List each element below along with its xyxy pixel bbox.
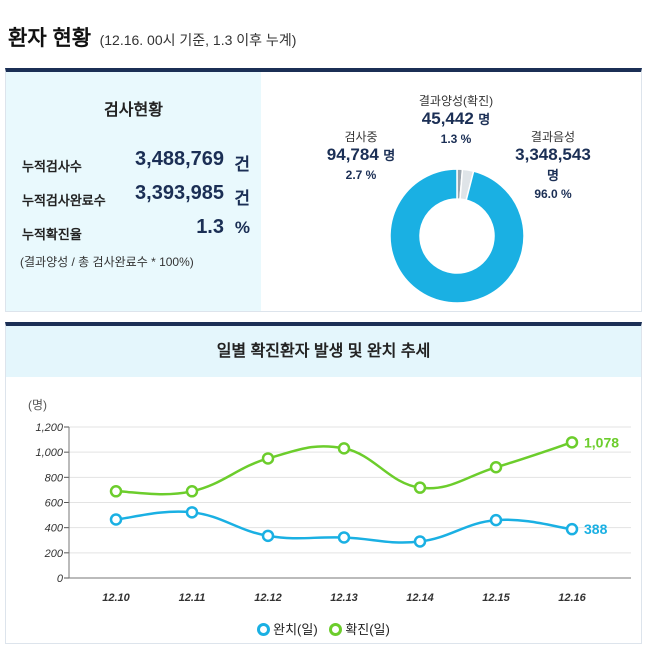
legend-label: 완치(일)	[273, 622, 318, 637]
donut-label-testing: 검사중 94,784 명 2.7 %	[306, 128, 416, 182]
legend-marker-icon	[329, 623, 343, 636]
legend-marker-icon	[257, 623, 271, 636]
page-subtitle: (12.16. 00시 기준, 1.3 이후 누계)	[99, 32, 297, 48]
row-label: 누적검사완료수	[22, 193, 106, 208]
row-value: 1.3	[196, 216, 224, 238]
segment-name: 결과음성	[530, 130, 576, 144]
data-point	[109, 513, 123, 526]
test-status-panel: 검사현황 누적검사수 3,488,769 건 누적검사완료수 3,393,985…	[5, 68, 642, 312]
page-header: 환자 현황 (12.16. 00시 기준, 1.3 이후 누계)	[8, 22, 296, 58]
page-title: 환자 현황	[8, 27, 92, 50]
data-point	[261, 529, 275, 543]
row-unit: 건	[234, 189, 250, 208]
segment-name: 검사중	[344, 130, 378, 144]
x-tick-label: 12.11	[179, 592, 206, 604]
daily-trend-line-chart: (명) 0 200 400 600 800 1,000 1,200 12.10 12.11 12.1…	[28, 398, 631, 604]
data-point	[413, 535, 427, 548]
data-point	[185, 506, 199, 519]
legend-label: 확진(일)	[345, 622, 390, 637]
data-point	[565, 522, 579, 536]
rate-formula-note: (결과양성 / 총 검사완료수 * 100%)	[20, 255, 194, 269]
row-value: 3,488,769	[135, 148, 224, 170]
completed-tests-row: 누적검사완료수 3,393,985 건	[22, 182, 250, 212]
donut-label-negative: 결과음성 3,348,543 명 96.0 %	[498, 128, 608, 201]
segment-unit: 명	[478, 112, 491, 127]
segment-unit: 명	[383, 148, 396, 163]
chart-title: 일별 확진환자 발생 및 완치 추세	[6, 326, 641, 377]
result-donut-chart	[389, 168, 525, 304]
segment-pct: 2.7 %	[345, 168, 377, 182]
end-value-label: 1,078	[584, 434, 619, 450]
test-summary-box: 검사현황 누적검사수 3,488,769 건 누적검사완료수 3,393,985…	[6, 72, 261, 311]
y-tick-label: 600	[45, 498, 64, 510]
y-tick-label: 1,000	[35, 447, 63, 459]
segment-pct: 1.3 %	[440, 132, 472, 146]
data-point	[109, 485, 123, 498]
test-summary-title: 검사현황	[104, 102, 163, 119]
y-tick-label: 1,200	[35, 422, 63, 434]
y-tick-label: 400	[45, 523, 64, 535]
segment-value: 45,442	[421, 109, 474, 128]
daily-trend-panel: 일별 확진환자 발생 및 완치 추세 (명) 0 200 400 600 800 1,000…	[5, 322, 642, 644]
end-value-label: 388	[584, 521, 608, 537]
result-donut-area: 결과양성(확진) 45,442 명 1.3 % 검사중 94,784 명 2.7…	[266, 72, 641, 311]
row-unit: 건	[234, 155, 250, 174]
segment-name: 결과양성(확진)	[418, 94, 494, 108]
data-point	[489, 461, 503, 474]
data-point	[185, 485, 199, 498]
row-unit: %	[234, 218, 250, 237]
y-axis-label: (명)	[28, 398, 47, 412]
legend-item-confirmed[interactable]: 확진(일)	[329, 619, 390, 638]
x-tick-label: 12.15	[482, 592, 510, 604]
segment-value: 3,348,543	[515, 145, 591, 164]
segment-pct: 96.0 %	[534, 187, 572, 201]
y-tick-label: 800	[45, 472, 64, 484]
data-point	[565, 436, 579, 449]
data-point	[337, 442, 351, 455]
chart-legend: 완치(일) 확진(일)	[6, 619, 641, 638]
row-value: 3,393,985	[135, 182, 224, 204]
legend-item-recovered[interactable]: 완치(일)	[257, 619, 318, 638]
donut-segment-negative	[389, 168, 525, 304]
positive-rate-row: 누적확진율 1.3 %	[22, 216, 250, 246]
cumulative-tests-row: 누적검사수 3,488,769 건	[22, 148, 250, 178]
x-tick-label: 12.10	[102, 592, 130, 604]
y-tick-label: 0	[57, 573, 64, 585]
data-point	[261, 452, 275, 465]
x-tick-label: 12.12	[254, 592, 282, 604]
row-label: 누적확진율	[22, 227, 82, 242]
x-tick-label: 12.13	[330, 592, 358, 604]
x-tick-label: 12.16	[558, 592, 586, 604]
segment-unit: 명	[547, 168, 559, 183]
row-label: 누적검사수	[22, 159, 82, 174]
y-tick-label: 200	[44, 548, 64, 560]
x-tick-label: 12.14	[406, 592, 434, 604]
donut-label-positive: 결과양성(확진) 45,442 명 1.3 %	[396, 92, 516, 146]
segment-value: 94,784	[326, 145, 379, 164]
data-point	[489, 513, 503, 527]
data-point	[337, 531, 351, 544]
data-point	[413, 481, 427, 494]
